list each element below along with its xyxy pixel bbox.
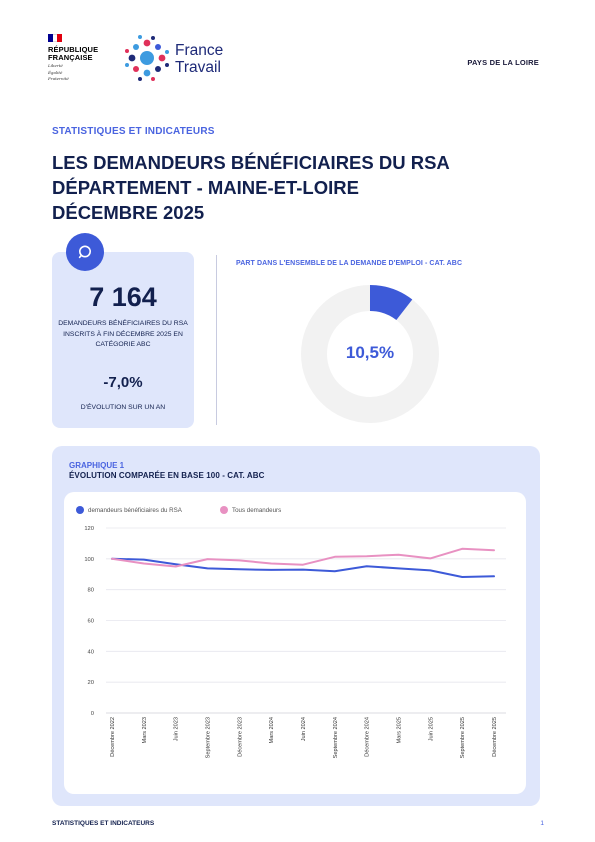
x-tick-label: Décembre 2022 [110, 717, 116, 757]
x-tick-label: Juin 2023 [174, 717, 180, 741]
kpi-description: DEMANDEURS BÉNÉFICIAIRES DU RSA INSCRITS… [58, 320, 188, 348]
chart-area [64, 492, 526, 794]
legend-dot-tous [220, 506, 228, 514]
brand-line1: France [175, 42, 224, 59]
donut-value: 10,5% [345, 343, 395, 362]
series-line-0 [111, 557, 495, 578]
x-tick-label: Juin 2024 [301, 717, 307, 741]
title-line3: DÉCEMBRE 2025 [52, 202, 205, 223]
legend-item-tous: Tous demandeurs [220, 506, 281, 514]
x-tick-label: Juin 2025 [428, 717, 434, 741]
republique-line2: FRANÇAISE [48, 53, 93, 62]
kpi-value: 7 164 [89, 282, 157, 312]
x-tick-label: Mars 2023 [142, 717, 148, 743]
donut-label: PART DANS L'ENSEMBLE DE LA DEMANDE D'EMP… [236, 260, 463, 267]
x-tick-label: Mars 2025 [397, 717, 403, 743]
y-tick-label: 100 [84, 557, 94, 563]
y-tick-label: 60 [88, 619, 94, 625]
series-line-1 [111, 547, 495, 568]
motto-egalite: Égalité [48, 69, 63, 75]
motto-liberte: Liberté [48, 63, 63, 68]
region-label: PAYS DE LA LOIRE [467, 58, 539, 67]
y-tick-label: 0 [91, 711, 94, 717]
republique-line1: RÉPUBLIQUE [48, 45, 99, 54]
legend-dot-rsa [76, 506, 84, 514]
x-tick-label: Décembre 2025 [492, 717, 498, 757]
france-travail-mark-icon [125, 35, 169, 81]
motto-fraternite: Fraternité [48, 76, 69, 81]
section-kicker: STATISTIQUES ET INDICATEURS [52, 126, 215, 137]
title-line1: LES DEMANDEURS BÉNÉFICIAIRES DU RSA [52, 152, 450, 173]
y-tick-label: 120 [84, 526, 94, 532]
legend-item-rsa: demandeurs bénéficiaires du RSA [76, 506, 182, 514]
page-number: 1 [540, 820, 544, 827]
x-tick-label: Septembre 2025 [460, 717, 466, 758]
donut-chart [301, 285, 439, 423]
x-tick-label: Décembre 2023 [237, 717, 243, 757]
search-icon [66, 233, 104, 271]
french-flag-icon [48, 34, 63, 42]
x-tick-label: Décembre 2024 [365, 717, 371, 757]
legend-label-tous: Tous demandeurs [232, 506, 282, 514]
republique-francaise-logo: RÉPUBLIQUE FRANÇAISE Liberté Égalité Fra… [48, 34, 98, 82]
kpi-evolution: -7,0% [103, 374, 143, 391]
chart-kicker: GRAPHIQUE 1 [69, 461, 125, 470]
vertical-divider [216, 255, 217, 425]
x-tick-label: Mars 2024 [269, 717, 275, 743]
page-title: LES DEMANDEURS BÉNÉFICIAIRES DU RSA DÉPA… [52, 150, 450, 225]
title-line2: DÉPARTEMENT - MAINE-ET-LOIRE [52, 177, 359, 198]
kpi-evolution-label: D'ÉVOLUTION SUR UN AN [80, 404, 166, 411]
x-tick-label: Septembre 2023 [206, 717, 212, 758]
legend-label-rsa: demandeurs bénéficiaires du RSA [88, 506, 182, 514]
x-tick-label: Septembre 2024 [333, 717, 339, 758]
kpi-card [52, 252, 194, 428]
france-travail-logo: France Travail [123, 34, 243, 84]
chart-title: ÉVOLUTION COMPARÉE EN BASE 100 - CAT. AB… [69, 471, 265, 480]
y-tick-label: 80 [88, 588, 94, 594]
brand-line2: Travail [175, 59, 221, 76]
line-chart: 0 20 40 60 80 100 120 Décembre 2022 Mars 2023 Jui… [84, 526, 506, 758]
donut-share-arc [369, 285, 413, 321]
y-tick-label: 40 [88, 649, 94, 655]
y-tick-label: 20 [88, 680, 94, 686]
footer-label: STATISTIQUES ET INDICATEURS [52, 820, 155, 827]
